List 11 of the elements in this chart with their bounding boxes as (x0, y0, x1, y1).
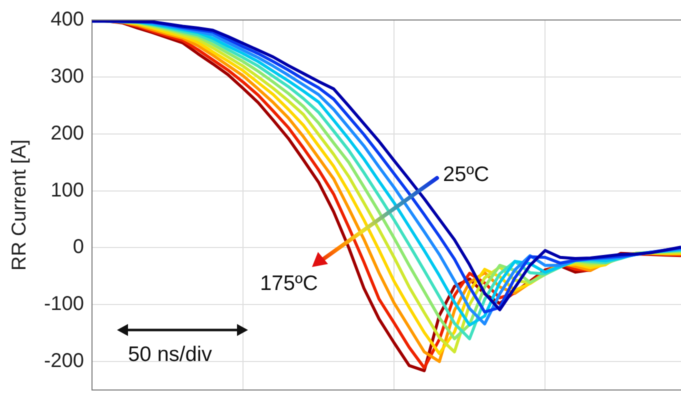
annotation: 25ºC (443, 163, 490, 187)
y-tick-label: 100 (50, 179, 84, 202)
y-axis-title: RR Current [A] (8, 139, 31, 271)
y-tick-label: 200 (50, 122, 84, 144)
y-tick-label: 0 (72, 236, 84, 258)
annotation: 50 ns/div (128, 343, 212, 367)
y-tick-label: 300 (50, 65, 84, 88)
y-tick-label: -100 (44, 293, 84, 316)
annotation: 175ºC (260, 272, 318, 296)
y-tick-label: -200 (44, 350, 84, 372)
y-tick-label: 400 (50, 8, 84, 31)
